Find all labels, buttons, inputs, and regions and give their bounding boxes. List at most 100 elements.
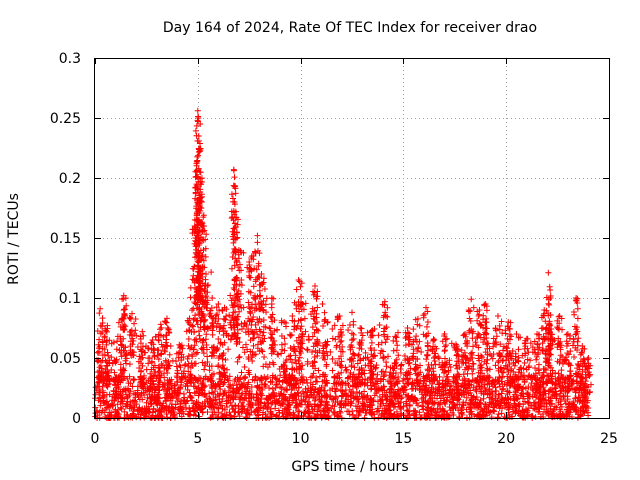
- data-point: [176, 405, 183, 412]
- data-point: [295, 414, 302, 421]
- data-point: [410, 410, 417, 417]
- data-point: [363, 393, 370, 400]
- data-point: [434, 395, 441, 402]
- data-point: [524, 390, 531, 397]
- data-point: [106, 409, 113, 416]
- data-point: [329, 325, 336, 332]
- data-point: [193, 350, 200, 357]
- data-point: [403, 407, 410, 414]
- data-point: [183, 398, 190, 405]
- data-point: [299, 388, 306, 395]
- data-point: [375, 414, 382, 421]
- data-point: [499, 330, 506, 337]
- data-point: [302, 300, 309, 307]
- data-point: [229, 388, 236, 395]
- data-point: [463, 406, 470, 413]
- data-point: [110, 402, 117, 409]
- x-tick-label: 10: [292, 431, 310, 447]
- data-point: [532, 414, 539, 421]
- data-point: [214, 414, 221, 421]
- data-point: [306, 394, 313, 401]
- data-point: [307, 392, 314, 399]
- data-point: [189, 397, 196, 404]
- data-point: [397, 369, 404, 376]
- data-point: [100, 380, 107, 387]
- data-point: [121, 408, 128, 415]
- data-point: [263, 375, 270, 382]
- y-tick-label: 0.15: [50, 231, 81, 247]
- data-point: [472, 339, 479, 346]
- data-point: [444, 373, 451, 380]
- data-point: [108, 354, 115, 361]
- data-point: [498, 318, 505, 325]
- data-point: [423, 323, 430, 330]
- data-point: [511, 391, 518, 398]
- data-points: [92, 107, 594, 421]
- data-point: [160, 333, 167, 340]
- data-point: [95, 379, 102, 386]
- data-point: [381, 372, 388, 379]
- data-point: [458, 347, 465, 354]
- data-point: [336, 408, 343, 415]
- data-point: [487, 408, 494, 415]
- data-point: [268, 314, 275, 321]
- data-point: [404, 407, 411, 414]
- data-point: [515, 346, 522, 353]
- data-point: [559, 360, 566, 367]
- x-tick-label: 25: [600, 431, 618, 447]
- data-point: [437, 406, 444, 413]
- data-point: [499, 386, 506, 393]
- data-point: [439, 392, 446, 399]
- data-point: [407, 365, 414, 372]
- data-point: [305, 414, 312, 421]
- data-point: [201, 398, 208, 405]
- data-point: [175, 395, 182, 402]
- data-point: [381, 387, 388, 394]
- data-point: [237, 374, 244, 381]
- data-point: [349, 412, 356, 419]
- data-point: [202, 402, 209, 409]
- data-point: [435, 386, 442, 393]
- data-point: [385, 353, 392, 360]
- data-point: [362, 362, 369, 369]
- data-point: [475, 330, 482, 337]
- data-point: [575, 362, 582, 369]
- data-point: [296, 354, 303, 361]
- y-tick-label: 0.3: [59, 51, 81, 67]
- data-point: [295, 384, 302, 391]
- data-point: [375, 332, 382, 339]
- data-point: [112, 382, 119, 389]
- data-point: [172, 358, 179, 365]
- data-point: [584, 356, 591, 363]
- data-point: [302, 328, 309, 335]
- data-point: [117, 404, 124, 411]
- data-point: [527, 340, 534, 347]
- data-point: [309, 348, 316, 355]
- data-point: [490, 343, 497, 350]
- data-point: [355, 352, 362, 359]
- data-point: [395, 352, 402, 359]
- data-point: [307, 374, 314, 381]
- data-point: [269, 385, 276, 392]
- x-axis-label: GPS time / hours: [291, 459, 408, 475]
- y-axis-label: ROTI / TECUs: [6, 193, 22, 285]
- data-point: [208, 269, 215, 276]
- data-point: [315, 403, 322, 410]
- data-point: [553, 395, 560, 402]
- x-tick-label: 15: [394, 431, 412, 447]
- data-point: [398, 361, 405, 368]
- data-point: [217, 386, 224, 393]
- data-point: [492, 384, 499, 391]
- data-point: [172, 381, 179, 388]
- data-point: [521, 408, 528, 415]
- data-point: [285, 404, 292, 411]
- data-point: [146, 355, 153, 362]
- data-point: [478, 379, 485, 386]
- data-point: [403, 414, 410, 421]
- data-point: [508, 333, 515, 340]
- data-point: [378, 396, 385, 403]
- data-point: [227, 336, 234, 343]
- data-point: [278, 350, 285, 357]
- data-point: [267, 378, 274, 385]
- y-tick-label: 0.1: [59, 291, 81, 307]
